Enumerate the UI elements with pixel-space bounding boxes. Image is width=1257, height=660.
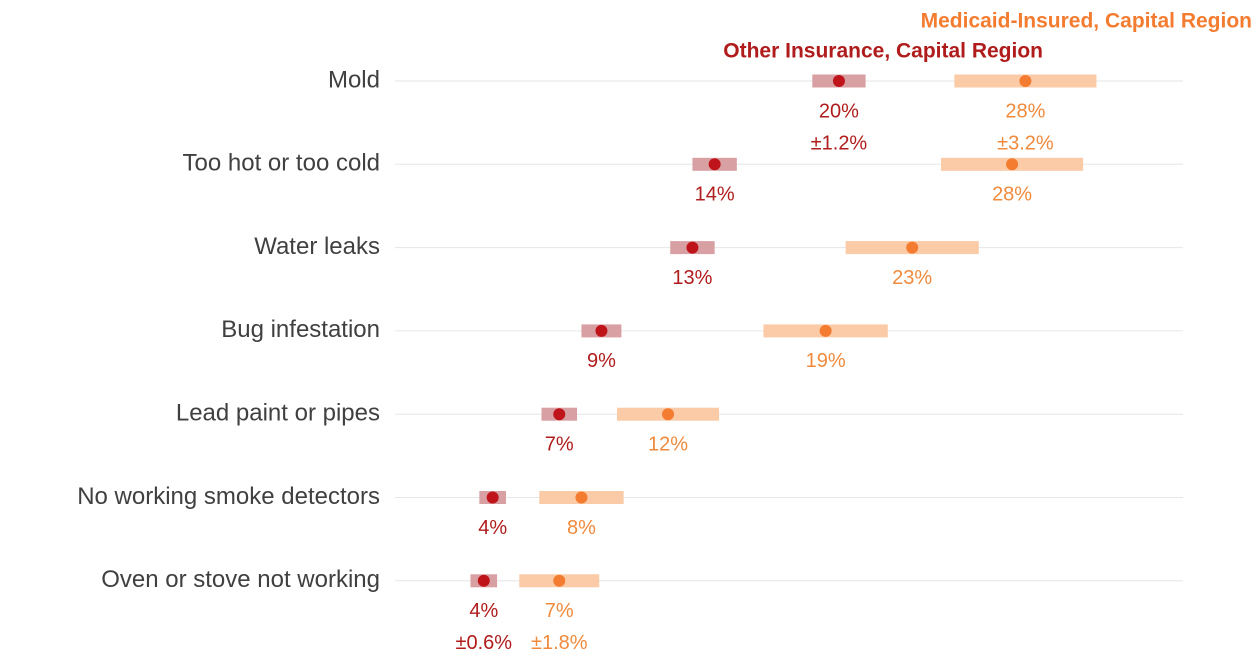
legend-label: Medicaid-Insured, Capital Region [921, 10, 1252, 33]
value-label: 20% [819, 100, 859, 122]
value-label: 9% [587, 350, 616, 372]
dot [1006, 158, 1019, 171]
value-label: 7% [545, 600, 574, 622]
category-label: Oven or stove not working [101, 566, 380, 593]
category-label: Bug infestation [221, 316, 380, 343]
dot [595, 324, 608, 337]
dot [686, 241, 699, 254]
dot [1019, 75, 1032, 87]
dot [486, 491, 499, 504]
category-label: No working smoke detectors [77, 483, 380, 510]
dot [662, 408, 675, 421]
value-label: 7% [545, 433, 574, 455]
value-label: 12% [648, 433, 688, 455]
category-label: Too hot or too cold [183, 150, 380, 177]
legend-label: Other Insurance, Capital Region [723, 40, 1043, 63]
value-label: 4% [469, 600, 498, 622]
dot [575, 491, 588, 504]
dot [708, 158, 721, 171]
dot [553, 574, 566, 587]
dot [906, 241, 919, 254]
value-label: 28% [992, 184, 1032, 206]
value-label: 23% [892, 267, 932, 289]
error-label: ±1.2% [811, 132, 868, 154]
dot [832, 75, 845, 87]
dot [477, 574, 490, 587]
value-label: 8% [567, 517, 596, 539]
dot [553, 408, 566, 421]
value-label: 14% [695, 184, 735, 206]
value-label: 13% [672, 267, 712, 289]
error-label: ±3.2% [997, 132, 1054, 154]
category-label: Lead paint or pipes [176, 400, 380, 427]
error-label: ±0.6% [456, 632, 513, 654]
category-label: Mold [328, 66, 380, 93]
dot [819, 324, 832, 337]
error-label: ±1.8% [531, 632, 588, 654]
value-label: 4% [478, 517, 507, 539]
category-label: Water leaks [254, 233, 380, 260]
value-label: 28% [1005, 100, 1045, 122]
value-label: 19% [806, 350, 846, 372]
